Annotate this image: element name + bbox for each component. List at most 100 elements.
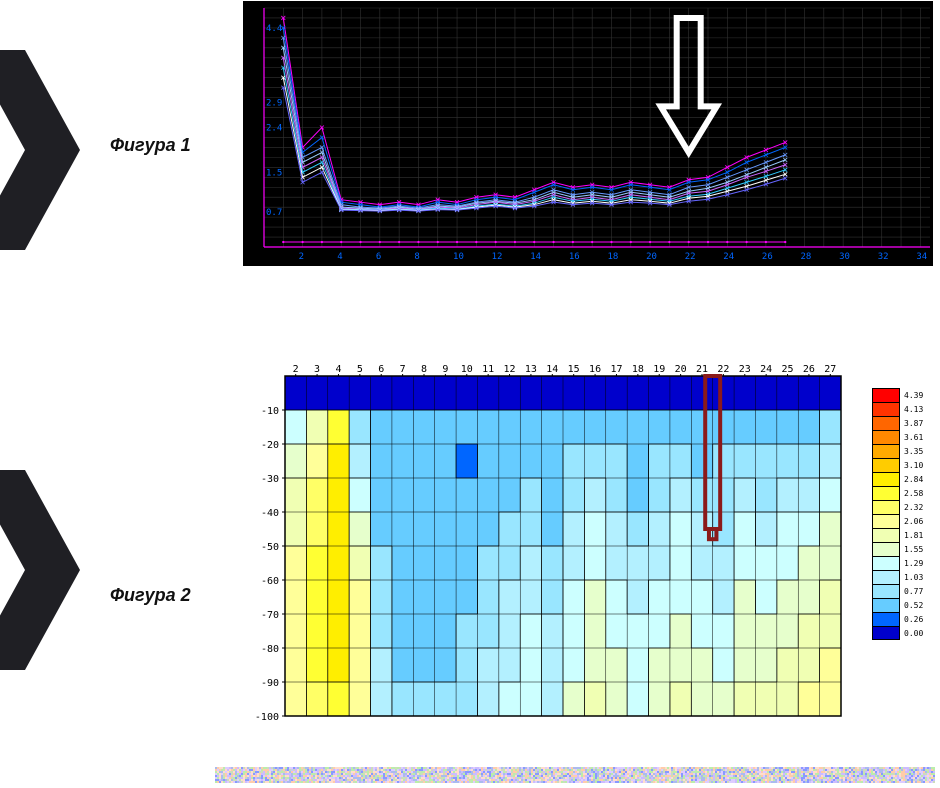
svg-text:-40: -40 bbox=[261, 508, 279, 519]
svg-text:12: 12 bbox=[504, 364, 516, 375]
legend-row: 2.06 bbox=[872, 514, 923, 528]
legend-row: 4.13 bbox=[872, 402, 923, 416]
svg-text:25: 25 bbox=[782, 364, 794, 375]
legend-value: 2.32 bbox=[904, 503, 923, 512]
svg-text:10: 10 bbox=[461, 364, 473, 375]
legend-value: 1.55 bbox=[904, 545, 923, 554]
legend-value: 2.58 bbox=[904, 489, 923, 498]
legend-row: 2.32 bbox=[872, 500, 923, 514]
legend-row: 0.77 bbox=[872, 584, 923, 598]
svg-text:-60: -60 bbox=[261, 576, 279, 587]
svg-text:32: 32 bbox=[878, 252, 889, 262]
svg-text:16: 16 bbox=[569, 252, 580, 262]
legend-row: 3.10 bbox=[872, 458, 923, 472]
legend-value: 4.39 bbox=[904, 391, 923, 400]
legend-value: 4.13 bbox=[904, 405, 923, 414]
legend-value: 3.35 bbox=[904, 447, 923, 456]
legend-value: 1.29 bbox=[904, 559, 923, 568]
legend-value: 0.77 bbox=[904, 587, 923, 596]
figure-2-caption: Фигура 2 bbox=[110, 585, 191, 606]
legend-swatch bbox=[872, 542, 900, 556]
legend-row: 2.58 bbox=[872, 486, 923, 500]
legend-row: 3.35 bbox=[872, 444, 923, 458]
svg-text:34: 34 bbox=[916, 252, 927, 262]
svg-text:22: 22 bbox=[685, 252, 696, 262]
legend-row: 1.55 bbox=[872, 542, 923, 556]
svg-text:15: 15 bbox=[568, 364, 580, 375]
svg-text:24: 24 bbox=[723, 252, 734, 262]
svg-text:5: 5 bbox=[357, 364, 363, 375]
svg-text:27: 27 bbox=[824, 364, 836, 375]
legend-swatch bbox=[872, 402, 900, 416]
svg-text:18: 18 bbox=[607, 252, 618, 262]
legend-row: 2.84 bbox=[872, 472, 923, 486]
legend-swatch bbox=[872, 514, 900, 528]
pointer-shape-1 bbox=[0, 50, 80, 250]
svg-text:21: 21 bbox=[696, 364, 708, 375]
legend-row: 0.26 bbox=[872, 612, 923, 626]
svg-text:12: 12 bbox=[492, 252, 503, 262]
svg-text:-80: -80 bbox=[261, 644, 279, 655]
svg-text:16: 16 bbox=[589, 364, 601, 375]
svg-text:17: 17 bbox=[610, 364, 622, 375]
legend-swatch bbox=[872, 486, 900, 500]
legend-row: 1.29 bbox=[872, 556, 923, 570]
legend-swatch bbox=[872, 626, 900, 640]
svg-text:10: 10 bbox=[453, 252, 464, 262]
legend-swatch bbox=[872, 416, 900, 430]
line-chart: 0.71.52.42.94.42468101214161820222426283… bbox=[243, 1, 933, 266]
svg-text:26: 26 bbox=[762, 252, 773, 262]
svg-text:20: 20 bbox=[646, 252, 657, 262]
legend-value: 0.52 bbox=[904, 601, 923, 610]
svg-text:4: 4 bbox=[335, 364, 341, 375]
legend-row: 3.61 bbox=[872, 430, 923, 444]
legend-row: 0.00 bbox=[872, 626, 923, 640]
legend-value: 0.26 bbox=[904, 615, 923, 624]
svg-text:-20: -20 bbox=[261, 440, 279, 451]
legend-swatch bbox=[872, 388, 900, 402]
legend-swatch bbox=[872, 598, 900, 612]
svg-text:-10: -10 bbox=[261, 406, 279, 417]
svg-text:9: 9 bbox=[442, 364, 448, 375]
svg-text:4: 4 bbox=[337, 252, 342, 262]
svg-text:6: 6 bbox=[378, 364, 384, 375]
svg-text:14: 14 bbox=[530, 252, 541, 262]
svg-text:-30: -30 bbox=[261, 474, 279, 485]
legend-value: 1.03 bbox=[904, 573, 923, 582]
legend-value: 1.81 bbox=[904, 531, 923, 540]
legend-value: 3.87 bbox=[904, 419, 923, 428]
svg-text:19: 19 bbox=[653, 364, 665, 375]
pointer-svg-2 bbox=[0, 470, 80, 670]
legend-row: 3.87 bbox=[872, 416, 923, 430]
svg-text:4.4: 4.4 bbox=[266, 24, 282, 34]
legend-swatch bbox=[872, 500, 900, 514]
svg-text:8: 8 bbox=[414, 252, 419, 262]
legend-value: 2.84 bbox=[904, 475, 923, 484]
svg-text:23: 23 bbox=[739, 364, 751, 375]
legend-swatch bbox=[872, 444, 900, 458]
svg-text:11: 11 bbox=[482, 364, 494, 375]
heatmap-chart: 2345678910111213141516171819202122232425… bbox=[243, 360, 849, 722]
svg-text:3: 3 bbox=[314, 364, 320, 375]
svg-text:2.9: 2.9 bbox=[266, 99, 282, 109]
svg-text:6: 6 bbox=[376, 252, 381, 262]
svg-text:8: 8 bbox=[421, 364, 427, 375]
legend-value: 3.61 bbox=[904, 433, 923, 442]
figure-1-caption: Фигура 1 bbox=[110, 135, 191, 156]
legend-swatch bbox=[872, 612, 900, 626]
legend-swatch bbox=[872, 430, 900, 444]
legend-row: 1.81 bbox=[872, 528, 923, 542]
noise-bar bbox=[215, 767, 935, 783]
svg-text:0.7: 0.7 bbox=[266, 208, 282, 218]
svg-text:18: 18 bbox=[632, 364, 644, 375]
svg-text:13: 13 bbox=[525, 364, 537, 375]
svg-text:1.5: 1.5 bbox=[266, 168, 282, 178]
legend-row: 1.03 bbox=[872, 570, 923, 584]
legend-value: 0.00 bbox=[904, 629, 923, 638]
legend-swatch bbox=[872, 472, 900, 486]
legend-swatch bbox=[872, 458, 900, 472]
legend-swatch bbox=[872, 570, 900, 584]
svg-text:-70: -70 bbox=[261, 610, 279, 621]
pointer-shape-2 bbox=[0, 470, 80, 670]
colorbar-legend: 4.39 4.13 3.87 3.61 3.35 3.10 2.84 2.58 … bbox=[872, 388, 923, 640]
